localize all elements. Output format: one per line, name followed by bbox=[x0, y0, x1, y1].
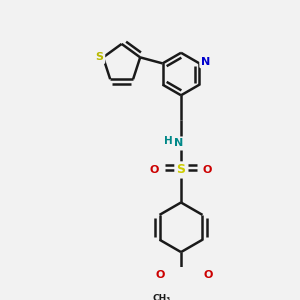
Text: N: N bbox=[174, 138, 183, 148]
Text: N: N bbox=[201, 57, 210, 67]
Text: O: O bbox=[204, 270, 213, 280]
Text: O: O bbox=[150, 165, 159, 175]
Text: H: H bbox=[164, 136, 173, 146]
Text: S: S bbox=[96, 52, 104, 62]
Text: O: O bbox=[155, 270, 164, 280]
Text: S: S bbox=[176, 163, 185, 176]
Text: CH₃: CH₃ bbox=[152, 294, 171, 300]
Text: O: O bbox=[203, 165, 212, 175]
